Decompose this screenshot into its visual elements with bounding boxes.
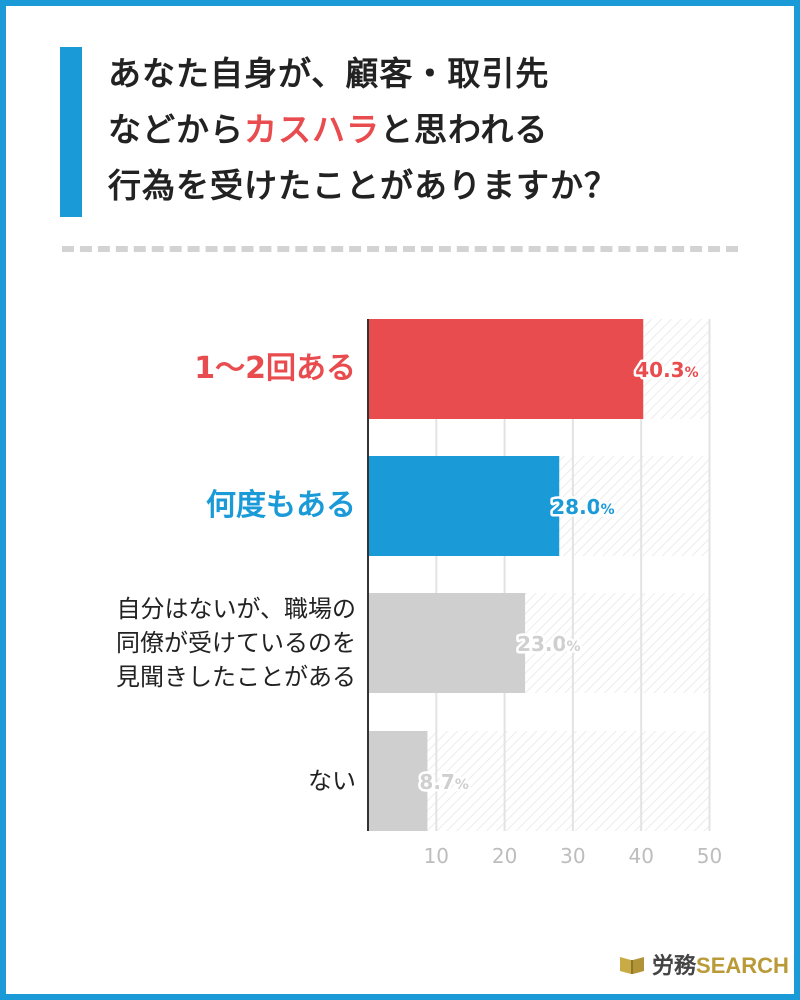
- value-unit: %: [566, 639, 580, 655]
- x-tick-label-10: 10: [424, 844, 449, 868]
- value-unit: %: [455, 777, 469, 793]
- bar-2: [368, 456, 560, 556]
- title-line-1: あなた自身が、顧客・取引先: [108, 54, 550, 93]
- title-line-2-post: と思われる: [380, 110, 549, 149]
- value-label-2: 28.0%: [551, 495, 614, 519]
- book-icon: [620, 957, 644, 974]
- brand-name-jp: 労務: [652, 953, 697, 978]
- divider: [62, 246, 738, 252]
- title-line-2-pre: などから: [108, 110, 244, 149]
- bar-1: [368, 319, 644, 419]
- category-label-4: ない: [308, 767, 356, 795]
- x-tick-label-50: 50: [697, 844, 722, 868]
- title-line-2: などからカスハラと思われる: [108, 102, 768, 158]
- value-unit: %: [601, 502, 615, 518]
- x-tick-label-30: 30: [560, 844, 585, 868]
- value-unit: %: [685, 365, 699, 381]
- bar-3: [368, 593, 526, 693]
- title-highlight: カスハラ: [244, 110, 380, 149]
- value-label-1: 40.3%: [635, 358, 698, 382]
- category-label-1: 1〜2回ある: [194, 351, 356, 386]
- value-label-4: 8.7%: [419, 770, 468, 794]
- title-accent-bar: [60, 47, 82, 217]
- category-label-3: 自分はないが、職場の 同僚が受けているのを 見聞きしたことがある: [116, 595, 356, 691]
- category-label-2: 何度もある: [206, 488, 356, 523]
- title-line-3: 行為を受けたことがありますか？: [108, 166, 618, 205]
- value-number: 8.7: [419, 770, 454, 794]
- value-number: 28.0: [551, 495, 600, 519]
- brand-name-en: SEARCH: [696, 953, 789, 978]
- brand-name: 労務SEARCH: [652, 948, 789, 980]
- value-number: 23.0: [517, 632, 566, 656]
- x-tick-label-40: 40: [628, 844, 653, 868]
- chart-title: あなた自身が、顧客・取引先 などからカスハラと思われる 行為を受けたことがありま…: [108, 46, 768, 214]
- x-tick-label-20: 20: [492, 844, 517, 868]
- value-label-3: 23.0%: [517, 632, 580, 656]
- value-number: 40.3: [635, 358, 684, 382]
- bar-4: [368, 731, 428, 831]
- brand-logo: 労務SEARCH: [618, 948, 789, 980]
